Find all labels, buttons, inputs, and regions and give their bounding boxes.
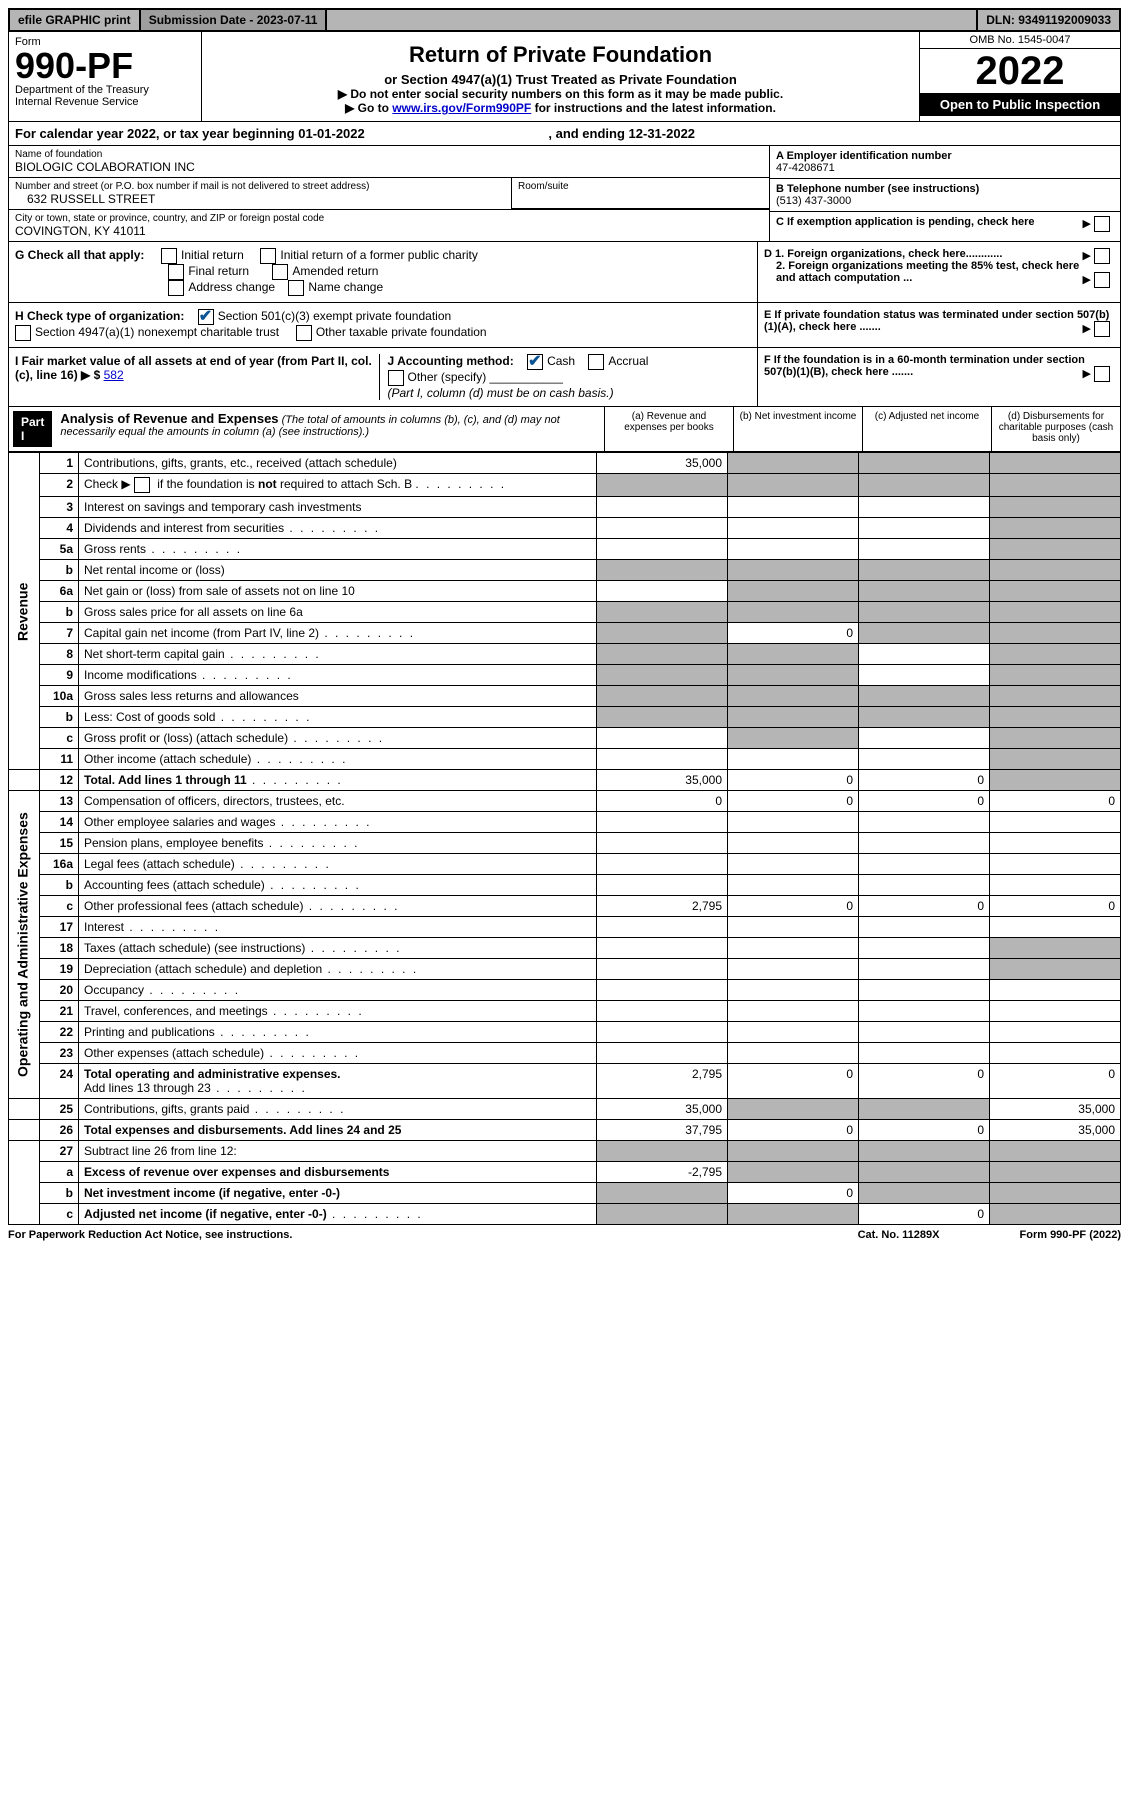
g-section: G Check all that apply: Initial return I… [9,242,757,302]
e-section: E If private foundation status was termi… [757,303,1120,347]
i-j-f-block: I Fair market value of all assets at end… [8,348,1121,407]
col-a-header: (a) Revenue and expenses per books [604,407,733,451]
checkbox-c[interactable] [1094,216,1110,232]
chk-sch-b[interactable] [134,477,150,493]
top-bar: efile GRAPHIC print Submission Date - 20… [8,8,1121,32]
part1-label: Part I [13,411,52,447]
ein-block: A Employer identification number 47-4208… [770,146,1120,179]
h-section: H Check type of organization: Section 50… [9,303,757,347]
g-d-block: G Check all that apply: Initial return I… [8,242,1121,303]
room-suite: Room/suite [511,178,769,209]
footer-right: Form 990-PF (2022) [1020,1229,1122,1241]
chk-other-method[interactable] [388,370,404,386]
part1-header-row: Part I Analysis of Revenue and Expenses … [8,407,1121,452]
irs-label: Internal Revenue Service [15,96,195,108]
exemption-pending: C If exemption application is pending, c… [770,212,1120,241]
chk-501c3[interactable] [198,309,214,325]
fmv-value: 582 [104,368,124,382]
form-subtitle3: ▶ Go to www.irs.gov/Form990PF for instru… [208,101,913,115]
form-number: 990-PF [15,48,195,84]
irs-link[interactable]: www.irs.gov/Form990PF [392,101,531,115]
dln: DLN: 93491192009033 [976,10,1119,30]
name-block: Name of foundation BIOLOGIC COLABORATION… [9,146,769,178]
chk-e[interactable] [1094,321,1110,337]
form-subtitle1: or Section 4947(a)(1) Trust Treated as P… [208,72,913,87]
f-section: F If the foundation is in a 60-month ter… [757,348,1120,406]
i-section: I Fair market value of all assets at end… [15,354,379,400]
dept-treasury: Department of the Treasury [15,84,195,96]
chk-final-return[interactable] [168,264,184,280]
h-e-block: H Check type of organization: Section 50… [8,303,1121,348]
j-section: J Accounting method: Cash Accrual Other … [379,354,752,400]
footer-cat: Cat. No. 11289X [858,1229,940,1241]
col-c-header: (c) Adjusted net income [862,407,991,451]
chk-amended[interactable] [272,264,288,280]
header-left: Form 990-PF Department of the Treasury I… [9,32,202,121]
city-block: City or town, state or province, country… [9,210,769,241]
form-header: Form 990-PF Department of the Treasury I… [8,32,1121,122]
omb-number: OMB No. 1545-0047 [920,32,1120,49]
open-inspection: Open to Public Inspection [920,93,1120,116]
chk-initial-former[interactable] [260,248,276,264]
entity-info: Name of foundation BIOLOGIC COLABORATION… [8,146,1121,242]
chk-accrual[interactable] [588,354,604,370]
chk-f[interactable] [1094,366,1110,382]
form-title: Return of Private Foundation [208,42,913,68]
chk-name-change[interactable] [288,280,304,296]
chk-d2[interactable] [1094,272,1110,288]
chk-d1[interactable] [1094,248,1110,264]
footer-left: For Paperwork Reduction Act Notice, see … [8,1229,292,1241]
part1-title: Analysis of Revenue and Expenses [60,411,278,426]
part1-table: Revenue 1 Contributions, gifts, grants, … [8,452,1121,1225]
chk-address-change[interactable] [168,280,184,296]
efile-label: efile GRAPHIC print [10,10,141,30]
d-section: D 1. Foreign organizations, check here..… [757,242,1120,302]
footer: For Paperwork Reduction Act Notice, see … [8,1225,1121,1241]
col-d-header: (d) Disbursements for charitable purpose… [991,407,1120,451]
chk-initial-return[interactable] [161,248,177,264]
col-b-header: (b) Net investment income [733,407,862,451]
chk-4947[interactable] [15,325,31,341]
calendar-year-row: For calendar year 2022, or tax year begi… [8,122,1121,146]
chk-cash[interactable] [527,354,543,370]
header-center: Return of Private Foundation or Section … [202,32,919,121]
submission-date: Submission Date - 2023-07-11 [141,10,328,30]
header-right: OMB No. 1545-0047 2022 Open to Public In… [919,32,1120,121]
phone-block: B Telephone number (see instructions) (5… [770,179,1120,212]
revenue-label: Revenue [9,453,40,770]
tax-year: 2022 [920,49,1120,93]
form-subtitle2: ▶ Do not enter social security numbers o… [208,87,913,101]
address-block: Number and street (or P.O. box number if… [9,178,511,209]
chk-other-taxable[interactable] [296,325,312,341]
expenses-label: Operating and Administrative Expenses [9,791,40,1099]
